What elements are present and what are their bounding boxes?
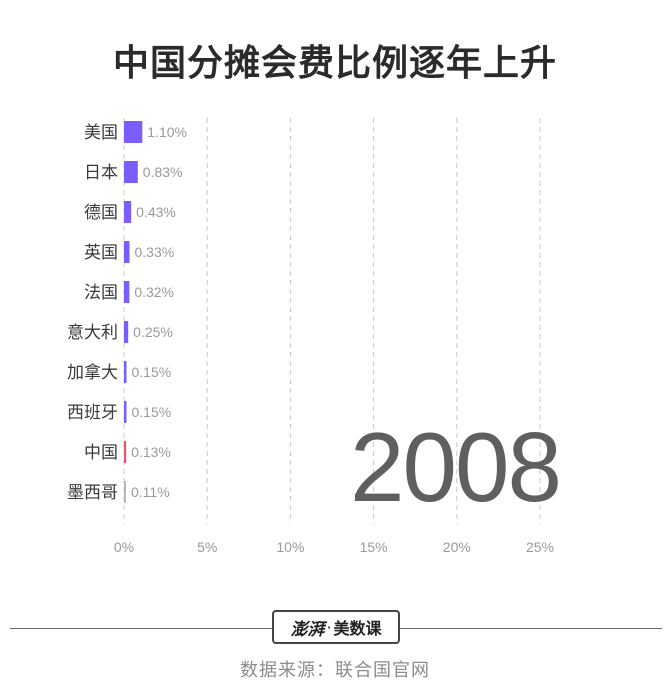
category-label: 美国 [84, 123, 118, 143]
bar-chart: 0% 5% 10% 15% 20% 25% 美国 1.10% 日本 0.83% 德国 0.43% 英国 0… [67, 118, 554, 555]
x-tick-label: 0% [114, 539, 134, 555]
value-label: 0.15% [131, 404, 171, 420]
value-label: 0.43% [136, 204, 176, 220]
x-tick-label: 25% [526, 539, 554, 555]
category-label: 加拿大 [67, 362, 118, 383]
logo-brand: 澎湃 [290, 619, 325, 640]
grid-lines [123, 118, 541, 524]
bar [124, 201, 132, 223]
category-label: 中国 [84, 443, 118, 463]
bar [124, 321, 129, 343]
bar [124, 401, 127, 423]
x-tick-label: 5% [197, 539, 217, 555]
bar [124, 481, 126, 503]
footer-divider-right [400, 628, 662, 629]
category-label: 德国 [84, 203, 118, 223]
thepaper-logo: 澎湃 · 美数课 [272, 610, 400, 644]
category-label: 西班牙 [67, 403, 118, 423]
value-label: 0.15% [131, 364, 171, 380]
bar [124, 121, 143, 143]
x-tick-label: 20% [443, 539, 471, 555]
bar [124, 361, 127, 383]
chart-title: 中国分摊会费比例逐年上升 [112, 43, 557, 84]
category-label: 英国 [84, 243, 118, 263]
value-label: 0.13% [131, 444, 171, 460]
x-tick-label: 15% [360, 539, 388, 555]
logo-dot: · [326, 617, 332, 637]
category-label: 日本 [84, 163, 118, 183]
value-label: 0.25% [133, 324, 173, 340]
bar [124, 441, 127, 463]
value-label: 0.33% [134, 244, 174, 260]
value-label: 0.83% [143, 164, 183, 180]
bar [124, 241, 130, 263]
logo-sub: 美数课 [333, 619, 382, 638]
value-label: 1.10% [147, 124, 187, 140]
category-label: 法国 [84, 283, 118, 303]
category-label: 意大利 [67, 323, 118, 343]
year-label: 2008 [350, 412, 562, 522]
bar [124, 161, 138, 183]
bar [124, 281, 130, 303]
footer-divider-left [10, 628, 272, 629]
x-tick-label: 10% [276, 539, 304, 555]
labels: 0% 5% 10% 15% 20% 25% 美国 1.10% 日本 0.83% 德国 0.43% 英国 0… [67, 123, 554, 555]
bars [124, 121, 143, 503]
data-source: 数据来源：联合国官网 [240, 660, 430, 681]
value-label: 0.11% [131, 484, 170, 500]
value-label: 0.32% [134, 284, 174, 300]
category-label: 墨西哥 [67, 483, 118, 503]
